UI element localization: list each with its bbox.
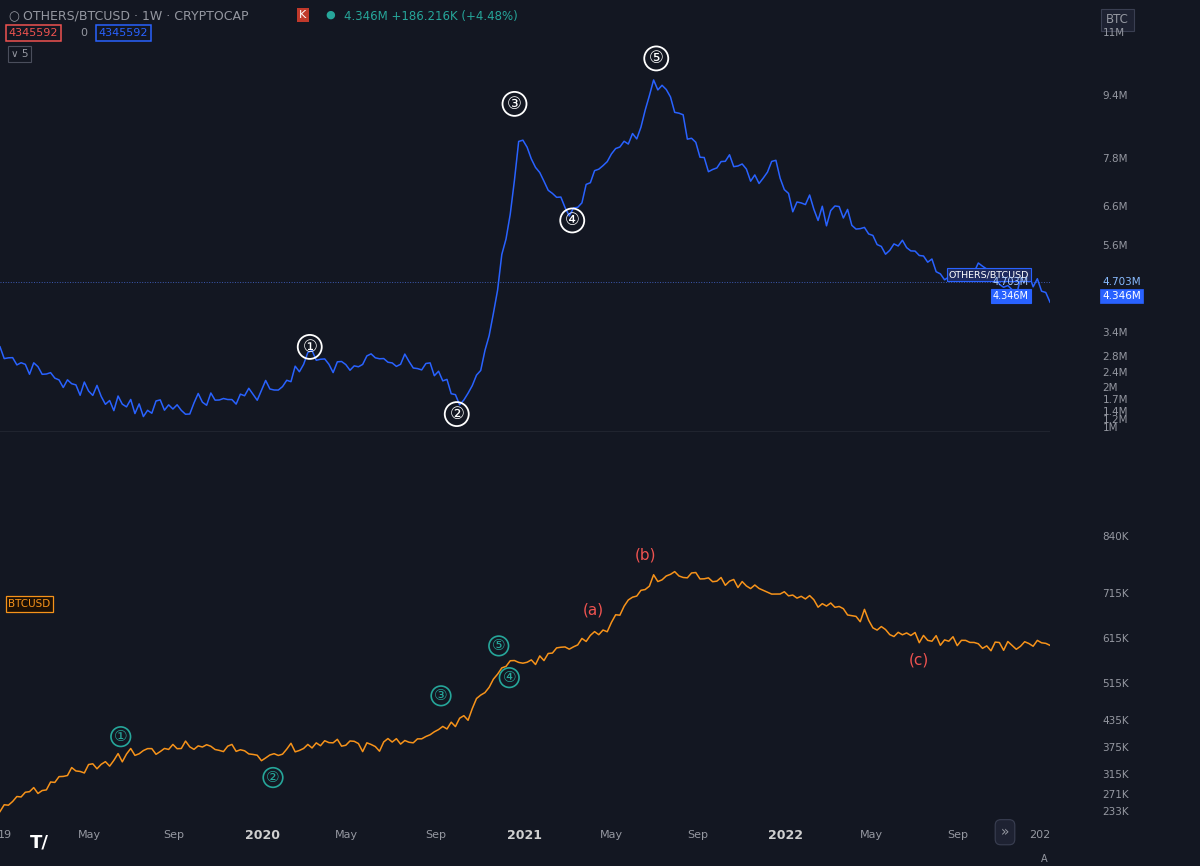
Text: T/: T/ xyxy=(30,833,48,851)
Text: 11M: 11M xyxy=(1103,28,1124,38)
Text: 4345592: 4345592 xyxy=(98,28,149,38)
Text: 2022: 2022 xyxy=(768,829,803,842)
Text: 6.6M: 6.6M xyxy=(1103,202,1128,211)
Text: ①: ① xyxy=(114,729,127,744)
Text: ●: ● xyxy=(325,10,335,20)
Text: BTC: BTC xyxy=(1106,13,1129,27)
Text: ∨ 5: ∨ 5 xyxy=(11,49,29,59)
Text: 435K: 435K xyxy=(1103,716,1129,726)
Text: May: May xyxy=(600,830,623,840)
Text: ③: ③ xyxy=(508,95,522,113)
Text: 1.4M: 1.4M xyxy=(1103,407,1128,417)
Text: 715K: 715K xyxy=(1103,589,1129,598)
Text: 9.4M: 9.4M xyxy=(1103,91,1128,101)
Text: ③: ③ xyxy=(434,688,448,703)
Text: ②: ② xyxy=(449,405,464,423)
Text: A: A xyxy=(1042,854,1048,864)
Text: ⑤: ⑤ xyxy=(649,49,664,68)
Text: 2.8M: 2.8M xyxy=(1103,352,1128,362)
Text: 19: 19 xyxy=(0,830,12,840)
Text: 4345592: 4345592 xyxy=(8,28,58,38)
Text: 233K: 233K xyxy=(1103,807,1129,818)
Text: »: » xyxy=(1001,825,1009,839)
Text: 2020: 2020 xyxy=(245,829,280,842)
Text: May: May xyxy=(78,830,101,840)
Text: 1.2M: 1.2M xyxy=(1103,415,1128,425)
Text: 4.346M +186.216K (+4.48%): 4.346M +186.216K (+4.48%) xyxy=(344,10,518,23)
Text: 4.703M: 4.703M xyxy=(992,276,1030,287)
Text: ○: ○ xyxy=(8,10,19,23)
Text: 315K: 315K xyxy=(1103,770,1129,780)
Text: 1.7M: 1.7M xyxy=(1103,395,1128,405)
Text: BTCUSD: BTCUSD xyxy=(8,599,50,609)
Text: (b): (b) xyxy=(635,547,656,563)
Text: ④: ④ xyxy=(503,670,516,685)
Text: 1M: 1M xyxy=(1103,423,1118,433)
Text: Sep: Sep xyxy=(947,830,968,840)
Text: (a): (a) xyxy=(583,602,604,617)
Text: OTHERS/BTCUSD: OTHERS/BTCUSD xyxy=(949,270,1030,279)
Text: OTHERS/BTCUSD · 1W · CRYPTOCAP: OTHERS/BTCUSD · 1W · CRYPTOCAP xyxy=(23,10,248,23)
Text: 202: 202 xyxy=(1028,830,1050,840)
Text: Sep: Sep xyxy=(425,830,446,840)
Text: K: K xyxy=(299,10,306,20)
Text: 0: 0 xyxy=(79,28,86,38)
Text: 5.6M: 5.6M xyxy=(1103,241,1128,251)
Text: (c): (c) xyxy=(908,652,929,667)
Text: 515K: 515K xyxy=(1103,680,1129,689)
Text: 4.346M: 4.346M xyxy=(1103,291,1141,301)
Text: 840K: 840K xyxy=(1103,532,1129,542)
Text: 375K: 375K xyxy=(1103,743,1129,753)
Text: Sep: Sep xyxy=(688,830,709,840)
Text: 2021: 2021 xyxy=(508,829,542,842)
Text: ④: ④ xyxy=(565,211,580,229)
Text: Sep: Sep xyxy=(163,830,184,840)
Text: May: May xyxy=(860,830,883,840)
Text: 4.703M: 4.703M xyxy=(1103,276,1141,287)
Text: 2.4M: 2.4M xyxy=(1103,367,1128,378)
Text: 615K: 615K xyxy=(1103,634,1129,644)
Text: ①: ① xyxy=(302,338,317,356)
Text: 2M: 2M xyxy=(1103,384,1118,393)
Text: 4.346M: 4.346M xyxy=(994,291,1030,301)
Text: ⑤: ⑤ xyxy=(492,638,505,654)
Text: 3.4M: 3.4M xyxy=(1103,328,1128,338)
Text: 271K: 271K xyxy=(1103,790,1129,800)
Text: ②: ② xyxy=(266,770,280,785)
Text: May: May xyxy=(335,830,358,840)
Text: 7.8M: 7.8M xyxy=(1103,154,1128,165)
